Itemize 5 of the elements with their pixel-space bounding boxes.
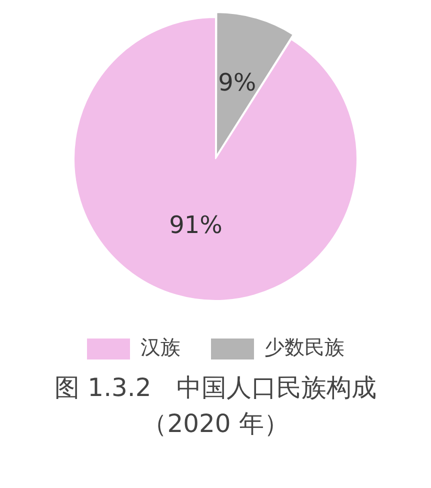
data-label: 9% (218, 68, 256, 97)
data-label: 91% (169, 211, 222, 240)
legend-label: 汉族 (140, 335, 180, 360)
legend-label: 少数民族 (264, 335, 344, 360)
text: 图 1.3.2 中国人口民族构成（2020 年） (54, 372, 378, 440)
